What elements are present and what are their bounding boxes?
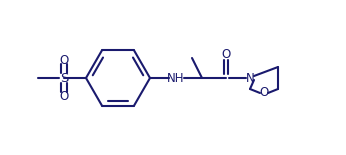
Text: O: O (60, 89, 69, 102)
Text: O: O (60, 53, 69, 66)
Text: NH: NH (167, 71, 185, 84)
Text: N: N (246, 71, 254, 84)
Text: S: S (60, 71, 68, 84)
Text: O: O (260, 86, 268, 100)
Text: O: O (221, 47, 231, 60)
